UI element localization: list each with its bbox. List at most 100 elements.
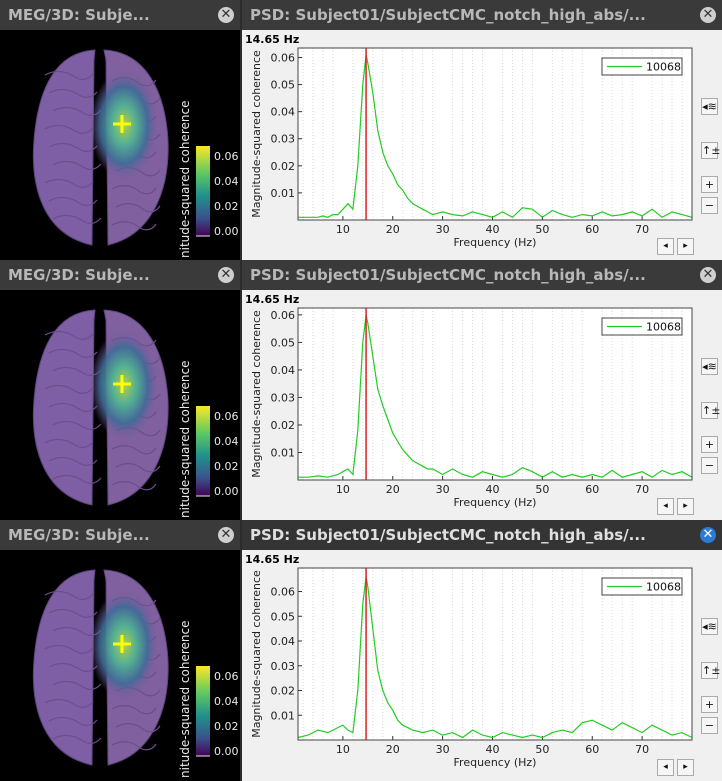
previous-button[interactable]: ◂ [657,759,674,776]
left-hemisphere [32,49,96,246]
psd-plot[interactable]: 10 20 30 40 50 60 70 0.01 0.02 0.03 0.04 0.05 0.06 10… [242,550,722,781]
sulcus [48,662,98,672]
colorbar [196,666,210,756]
x-tick-label: 60 [585,483,599,496]
psd-window-title: PSD: Subject01/SubjectCMC_notch_high_abs… [250,266,646,284]
zoom-in-button[interactable]: + [701,176,718,193]
colorbar-tick: 0.00 [214,485,239,498]
brain-window-titlebar[interactable]: MEG/3D: Subje... ✕ [0,0,240,30]
y-tick-label: 0.04 [271,106,296,119]
y-tick-label: 0.01 [271,187,296,200]
close-icon[interactable]: ✕ [700,7,716,23]
y-tick-label: 0.05 [271,336,296,349]
colorbar-tick: 0.04 [214,695,239,708]
crosshair-icon [113,115,131,133]
colorbar-tick: 0.02 [214,460,239,473]
next-button[interactable]: ▸ [677,498,694,515]
y-tick-label: 0.03 [271,391,296,404]
wave-display-button[interactable]: ◂≋ [701,618,718,635]
zoom-in-button[interactable]: + [701,436,718,453]
psd-window-title: PSD: Subject01/SubjectCMC_notch_high_abs… [250,6,646,24]
zoom-out-button[interactable]: − [701,197,718,214]
sulcus [44,590,94,600]
x-tick-label: 10 [336,483,350,496]
colorbar-tick: 0.06 [214,150,239,163]
sulcus [48,456,98,466]
zoom-out-button[interactable]: − [701,457,718,474]
close-icon[interactable]: ✕ [700,527,716,543]
axes-frame [297,307,693,481]
sulcus [115,463,161,473]
y-tick-label: 0.05 [271,79,296,92]
sulcus [52,474,102,484]
brain-window-title: MEG/3D: Subje... [8,6,150,24]
y-axis-label: Magnitude-squared coherence [250,310,263,478]
zoom-out-button[interactable]: − [701,717,718,734]
next-button[interactable]: ▸ [677,759,694,776]
fit-scale-button[interactable]: ↑± [701,142,721,159]
close-icon[interactable]: ✕ [700,267,716,283]
y-tick-label: 0.05 [271,610,296,623]
sulcus [111,705,157,715]
wave-display-button[interactable]: ◂≋ [701,98,718,115]
psd-figure: 14.65 Hz 10 20 30 40 50 60 70 0.01 0.02 0.03 0.04 0… [242,290,722,520]
psd-window-titlebar[interactable]: PSD: Subject01/SubjectCMC_notch_high_abs… [242,260,722,290]
zoom-in-button[interactable]: + [701,696,718,713]
sulcus [111,481,157,491]
x-tick-label: 40 [486,483,500,496]
brain-window-title: MEG/3D: Subje... [8,266,150,284]
brain-surface[interactable] [0,30,240,260]
previous-button[interactable]: ◂ [657,498,674,515]
close-icon[interactable]: ✕ [218,267,234,283]
sulcus [48,716,98,726]
sulcus [111,221,157,231]
psd-window: PSD: Subject01/SubjectCMC_notch_high_abs… [242,260,722,520]
x-tick-label: 20 [386,743,400,756]
brain-viewport[interactable]: nitude-squared coherence 0.06 0.04 0.02 … [0,290,240,520]
x-axis-label: Frequency (Hz) [454,496,537,509]
fit-scale-button[interactable]: ↑± [701,402,721,419]
crosshair-icon [113,375,131,393]
psd-figure: 14.65 Hz 10 20 30 40 50 60 70 0.01 0.02 0.03 0.04 0… [242,550,722,781]
close-icon[interactable]: ✕ [218,527,234,543]
close-icon[interactable]: ✕ [218,7,234,23]
colorbar-tick: 0.06 [214,410,239,423]
y-tick-label: 0.01 [271,709,296,722]
x-axis-label: Frequency (Hz) [454,756,537,769]
y-tick-label: 0.04 [271,364,296,377]
sulcus [115,203,161,213]
psd-plot[interactable]: 10 20 30 40 50 60 70 0.01 0.02 0.03 0.04 0.05 0.06 10… [242,30,722,260]
y-tick-label: 0.06 [271,51,296,64]
brain-viewport[interactable]: nitude-squared coherence 0.06 0.04 0.02 … [0,30,240,260]
psd-window-titlebar[interactable]: PSD: Subject01/SubjectCMC_notch_high_abs… [242,0,722,30]
colorbar-tick: 0.06 [214,670,239,683]
previous-button[interactable]: ◂ [657,238,674,255]
brain-window-titlebar[interactable]: MEG/3D: Subje... ✕ [0,520,240,550]
next-button[interactable]: ▸ [677,238,694,255]
left-hemisphere [32,569,96,766]
x-axis-label: Frequency (Hz) [454,236,537,249]
wave-display-button[interactable]: ◂≋ [701,358,718,375]
colorbar [196,406,210,496]
fit-scale-button[interactable]: ↑± [701,662,721,679]
series-line [298,54,693,219]
frequency-readout: 14.65 Hz [245,33,300,46]
x-tick-label: 20 [386,483,400,496]
y-tick-label: 0.04 [271,635,296,648]
frequency-readout: 14.65 Hz [245,293,300,306]
sulcus [44,644,94,654]
x-tick-label: 10 [336,743,350,756]
psd-plot[interactable]: 10 20 30 40 50 60 70 0.01 0.02 0.03 0.04 0.05 0.06 10… [242,290,722,520]
legend-label: 10068 [646,61,681,74]
sulcus [44,70,94,80]
brain-surface[interactable] [0,290,240,520]
brain-viewport[interactable]: nitude-squared coherence 0.06 0.04 0.02 … [0,550,240,781]
legend-label: 10068 [646,321,681,334]
brain-window-titlebar[interactable]: MEG/3D: Subje... ✕ [0,260,240,290]
x-tick-label: 70 [635,223,649,236]
brain-window: MEG/3D: Subje... ✕ nitude-squared cohere… [0,0,240,260]
legend-label: 10068 [646,581,681,594]
psd-window-titlebar[interactable]: PSD: Subject01/SubjectCMC_notch_high_abs… [242,520,722,550]
brain-surface[interactable] [0,550,240,781]
sulcus [48,88,98,98]
